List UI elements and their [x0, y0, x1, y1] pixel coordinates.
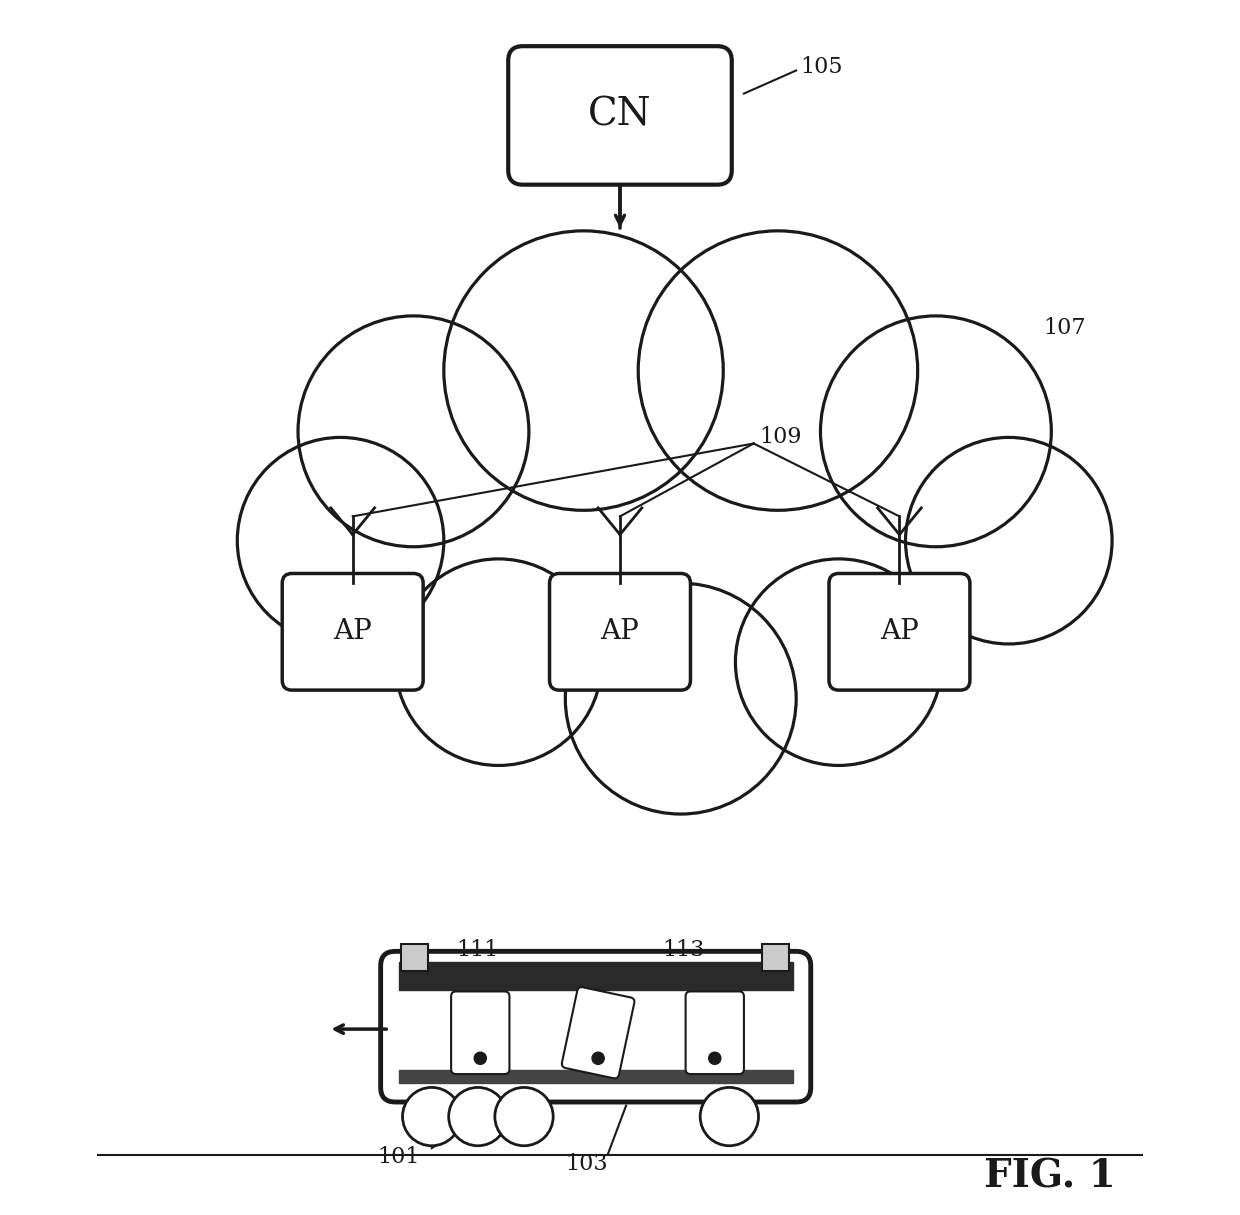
- Circle shape: [474, 1052, 486, 1064]
- FancyBboxPatch shape: [549, 573, 691, 690]
- Text: AP: AP: [334, 618, 372, 645]
- FancyBboxPatch shape: [830, 573, 970, 690]
- Circle shape: [821, 316, 1052, 547]
- Circle shape: [396, 559, 601, 765]
- Text: 107: 107: [1043, 317, 1085, 339]
- Text: AP: AP: [600, 618, 640, 645]
- FancyBboxPatch shape: [562, 987, 635, 1079]
- FancyBboxPatch shape: [451, 991, 510, 1074]
- FancyBboxPatch shape: [508, 46, 732, 185]
- Circle shape: [298, 316, 529, 547]
- Circle shape: [639, 231, 918, 510]
- Text: 101: 101: [377, 1146, 419, 1168]
- Text: 111: 111: [456, 939, 498, 961]
- Bar: [399, 962, 792, 990]
- Bar: [763, 944, 789, 971]
- Text: AP: AP: [880, 618, 919, 645]
- Text: 105: 105: [800, 56, 842, 78]
- Bar: [399, 1070, 792, 1083]
- Circle shape: [237, 437, 444, 644]
- Circle shape: [709, 1052, 720, 1064]
- Circle shape: [905, 437, 1112, 644]
- Circle shape: [444, 231, 723, 510]
- Text: 113: 113: [662, 939, 706, 961]
- Bar: [402, 944, 428, 971]
- Circle shape: [701, 1087, 759, 1146]
- Circle shape: [449, 1087, 507, 1146]
- Circle shape: [495, 1087, 553, 1146]
- Circle shape: [735, 559, 942, 765]
- Text: CN: CN: [588, 97, 652, 134]
- Text: 103: 103: [565, 1153, 608, 1175]
- FancyBboxPatch shape: [283, 573, 423, 690]
- Circle shape: [591, 1052, 604, 1064]
- FancyBboxPatch shape: [686, 991, 744, 1074]
- Text: 109: 109: [760, 426, 802, 448]
- Circle shape: [565, 583, 796, 814]
- Circle shape: [403, 1087, 461, 1146]
- FancyBboxPatch shape: [381, 951, 811, 1102]
- Text: FIG. 1: FIG. 1: [985, 1157, 1116, 1196]
